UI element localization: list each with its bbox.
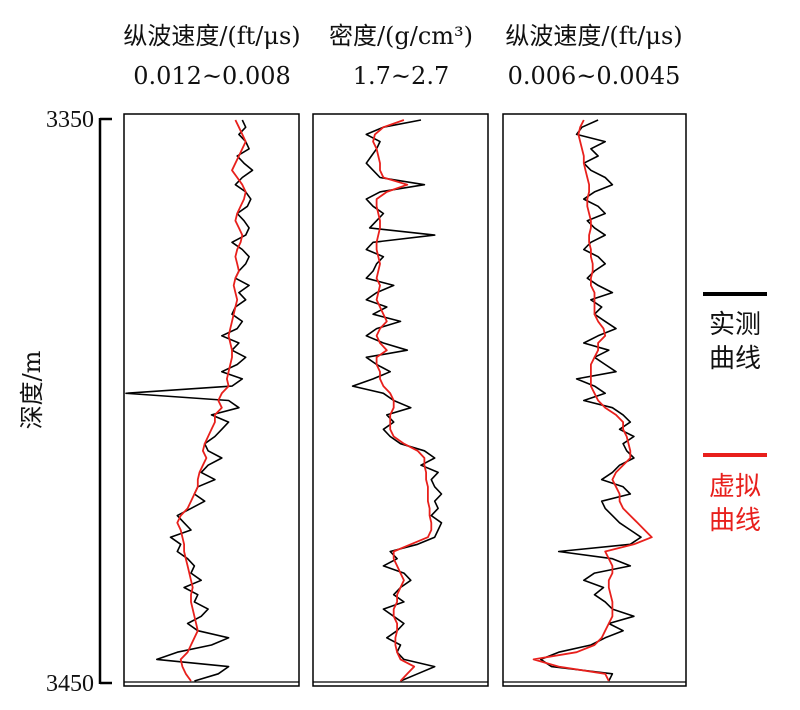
legend-virtual-label-line2: 曲线 [709, 506, 761, 536]
track-1-range: 0.012~0.008 [133, 62, 291, 90]
track-2-frame [312, 113, 489, 687]
track-2-range: 1.7~2.7 [353, 62, 449, 90]
track-1-frame [123, 113, 300, 687]
legend: 实测 曲线 虚拟 曲线 [703, 292, 767, 536]
legend-measured-label-line2: 曲线 [709, 344, 761, 374]
track-3-title: 纵波速度/(ft/μs) [505, 22, 682, 50]
track-1-title: 纵波速度/(ft/μs) [123, 22, 300, 50]
track-3-measured-curve [539, 119, 642, 682]
legend-virtual-label-line1: 虚拟 [709, 472, 761, 502]
track-3-range: 0.006~0.0045 [508, 62, 681, 90]
track-1-virtual-curve [176, 119, 247, 682]
depth-axis-label: 深度/m [18, 350, 46, 429]
legend-measured-label-line1: 实测 [709, 310, 761, 340]
track-2-virtual-curve [372, 119, 433, 682]
track-2-title: 密度/(g/cm³) [329, 22, 473, 50]
track-2 [312, 113, 489, 687]
track-3-frame [502, 113, 687, 687]
track-1-measured-curve [125, 119, 254, 682]
track-3-virtual-curve [532, 119, 653, 682]
depth-tick-label-bottom: 3450 [46, 671, 94, 697]
track-3 [502, 113, 687, 687]
track-1 [123, 113, 300, 687]
depth-tick-label-top: 3350 [46, 107, 94, 133]
